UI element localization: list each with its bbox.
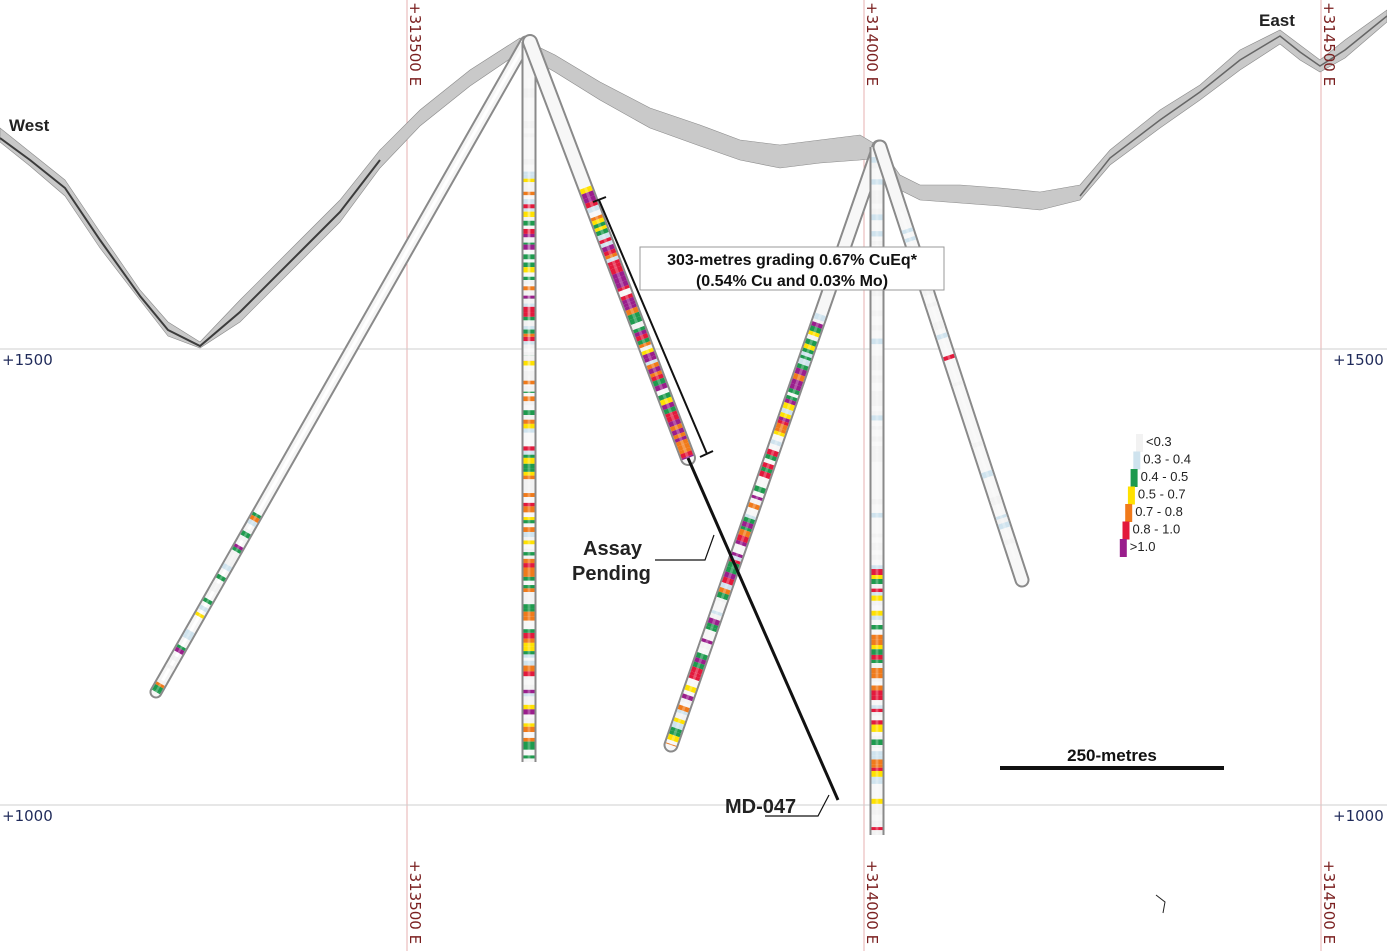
elevation-left-1000: +1000 — [2, 807, 53, 825]
elevation-right-1000: +1000 — [1333, 807, 1384, 825]
west-label: West — [9, 116, 50, 135]
intercept-bracket — [592, 196, 714, 458]
intercept-note: 303-metres grading 0.67% CuEq* (0.54% Cu… — [639, 246, 945, 291]
legend-label: 0.5 - 0.7 — [1138, 487, 1186, 502]
easting-labels: +313500 E +314000 E +314500 E +313500 E … — [406, 2, 1338, 944]
legend-label: 0.4 - 0.5 — [1141, 469, 1189, 484]
legend-label: >1.0 — [1130, 539, 1156, 554]
legend-swatch — [1125, 504, 1133, 522]
grade-legend: <0.3 0.3 - 0.4 0.4 - 0.5 0.5 - 0.7 0.7 - 0.8… — [1119, 434, 1191, 557]
legend-swatch — [1127, 486, 1135, 505]
elevation-labels: +1500 +1500 +1000 +1000 — [2, 351, 1384, 825]
legend-swatch — [1119, 539, 1127, 557]
md-047-label: MD-047 — [725, 796, 796, 818]
easting-top-314000: +314000 E — [863, 2, 881, 86]
easting-bottom-314500: +314500 E — [1320, 860, 1338, 944]
drill-holes — [149, 34, 1030, 835]
legend-swatch — [1133, 451, 1141, 470]
stray-mark — [1155, 894, 1166, 914]
elevation-right-1500: +1500 — [1333, 351, 1384, 369]
scale-bar-label: 250-metres — [1067, 746, 1157, 765]
legend-label: 0.8 - 1.0 — [1133, 522, 1181, 537]
elevation-left-1500: +1500 — [2, 351, 53, 369]
drill-hole-f — [872, 139, 1030, 588]
east-label: East — [1259, 11, 1295, 30]
easting-top-314500: +314500 E — [1320, 2, 1338, 86]
topography-surface — [0, 9, 1387, 349]
drill-hole-c — [522, 34, 696, 466]
assay-pending-line-2: Pending — [572, 563, 651, 585]
legend-swatch — [1136, 434, 1143, 452]
legend-swatch — [1122, 521, 1130, 540]
md-047-trace — [686, 457, 840, 801]
assay-pending-line-1: Assay — [583, 538, 643, 560]
drill-hole-d — [663, 139, 887, 753]
easting-bottom-314000: +314000 E — [863, 860, 881, 944]
intercept-line-1: 303-metres grading 0.67% CuEq* — [667, 252, 918, 269]
intercept-line-2: (0.54% Cu and 0.03% Mo) — [696, 273, 888, 290]
legend-label: 0.7 - 0.8 — [1135, 504, 1183, 519]
drill-hole-a — [149, 35, 533, 699]
drill-hole-b — [521, 42, 537, 762]
scale-bar: 250-metres — [1000, 746, 1224, 770]
legend-label: <0.3 — [1146, 434, 1172, 449]
md-047-callout: MD-047 — [725, 794, 830, 818]
legend-label: 0.3 - 0.4 — [1143, 452, 1191, 467]
easting-top-313500: +313500 E — [406, 2, 424, 86]
assay-pending-callout: Assay Pending — [572, 534, 715, 585]
easting-bottom-313500: +313500 E — [406, 860, 424, 944]
legend-swatch — [1130, 469, 1138, 487]
